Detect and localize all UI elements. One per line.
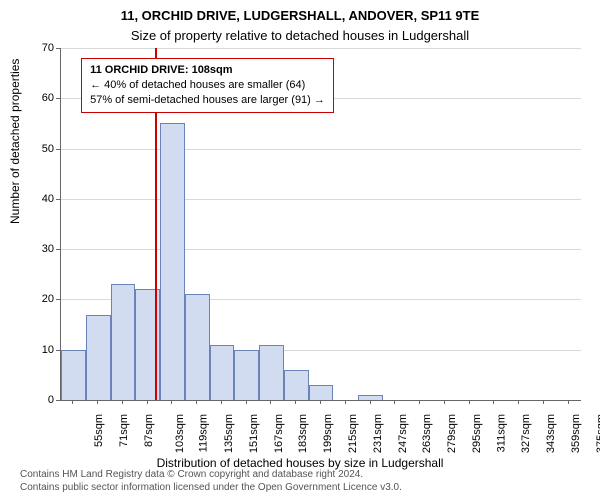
footer-line-1: Contains HM Land Registry data © Crown c…	[20, 469, 402, 482]
annotation-title: 11 ORCHID DRIVE: 108sqm	[90, 63, 325, 78]
histogram-bar	[111, 284, 136, 400]
gridline	[61, 149, 581, 150]
x-tick-mark	[394, 400, 395, 404]
x-tick-mark	[345, 400, 346, 404]
annotation-smaller: ← 40% of detached houses are smaller (64…	[90, 78, 325, 93]
x-tick-label: 247sqm	[397, 414, 409, 453]
footer-line-2: Contains public sector information licen…	[20, 482, 402, 495]
histogram-bar	[234, 350, 259, 400]
x-tick-label: 263sqm	[421, 414, 433, 453]
chart-subtitle: Size of property relative to detached ho…	[0, 28, 600, 43]
y-tick-label: 0	[14, 394, 54, 406]
x-tick-mark	[295, 400, 296, 404]
x-tick-mark	[320, 400, 321, 404]
y-tick-label: 70	[14, 42, 54, 54]
x-tick-mark	[147, 400, 148, 404]
plot-area: 11 ORCHID DRIVE: 108sqm← 40% of detached…	[60, 48, 581, 401]
histogram-bar	[284, 370, 309, 400]
x-tick-mark	[568, 400, 569, 404]
histogram-bar	[61, 350, 86, 400]
x-tick-label: 295sqm	[471, 414, 483, 453]
x-tick-label: 311sqm	[495, 414, 507, 452]
x-tick-label: 87sqm	[143, 414, 155, 447]
y-tick-mark	[56, 249, 60, 250]
x-tick-label: 215sqm	[347, 414, 359, 453]
x-tick-label: 71sqm	[118, 414, 130, 447]
footer-attribution: Contains HM Land Registry data © Crown c…	[20, 469, 402, 494]
y-tick-mark	[56, 48, 60, 49]
x-tick-mark	[270, 400, 271, 404]
x-tick-label: 231sqm	[372, 414, 384, 453]
y-tick-mark	[56, 299, 60, 300]
x-tick-mark	[419, 400, 420, 404]
y-tick-label: 10	[14, 344, 54, 356]
x-tick-label: 151sqm	[248, 414, 260, 453]
x-tick-label: 327sqm	[520, 414, 532, 453]
x-tick-label: 167sqm	[273, 414, 285, 453]
annotation-larger: 57% of semi-detached houses are larger (…	[90, 93, 325, 108]
x-tick-mark	[370, 400, 371, 404]
y-tick-label: 20	[14, 293, 54, 305]
x-tick-mark	[246, 400, 247, 404]
annotation-box: 11 ORCHID DRIVE: 108sqm← 40% of detached…	[81, 58, 334, 113]
y-tick-label: 30	[14, 243, 54, 255]
x-tick-label: 375sqm	[595, 414, 600, 453]
x-tick-label: 55sqm	[93, 414, 105, 447]
x-tick-mark	[221, 400, 222, 404]
histogram-bar	[259, 345, 284, 400]
chart-title: 11, ORCHID DRIVE, LUDGERSHALL, ANDOVER, …	[0, 8, 600, 23]
x-tick-label: 183sqm	[298, 414, 310, 453]
y-tick-mark	[56, 350, 60, 351]
x-tick-label: 199sqm	[322, 414, 334, 453]
x-tick-mark	[444, 400, 445, 404]
y-tick-mark	[56, 199, 60, 200]
histogram-bar	[185, 294, 210, 400]
x-tick-mark	[97, 400, 98, 404]
gridline	[61, 48, 581, 49]
x-tick-mark	[122, 400, 123, 404]
histogram-bar	[210, 345, 235, 400]
x-axis-label: Distribution of detached houses by size …	[0, 456, 600, 470]
histogram-bar	[309, 385, 334, 400]
x-tick-label: 343sqm	[545, 414, 557, 453]
x-tick-label: 279sqm	[446, 414, 458, 453]
gridline	[61, 249, 581, 250]
x-tick-mark	[469, 400, 470, 404]
y-tick-label: 50	[14, 143, 54, 155]
x-tick-mark	[493, 400, 494, 404]
chart-container: { "title_line1": "11, ORCHID DRIVE, LUDG…	[0, 0, 600, 500]
x-tick-label: 359sqm	[570, 414, 582, 453]
histogram-bar	[160, 123, 185, 400]
y-tick-mark	[56, 149, 60, 150]
histogram-bar	[358, 395, 383, 400]
y-tick-label: 60	[14, 92, 54, 104]
y-tick-mark	[56, 400, 60, 401]
x-tick-label: 103sqm	[174, 414, 186, 453]
histogram-bar	[86, 315, 111, 400]
y-tick-mark	[56, 98, 60, 99]
y-tick-label: 40	[14, 193, 54, 205]
x-tick-mark	[171, 400, 172, 404]
gridline	[61, 199, 581, 200]
x-tick-mark	[518, 400, 519, 404]
x-tick-mark	[72, 400, 73, 404]
x-tick-mark	[196, 400, 197, 404]
x-tick-label: 135sqm	[223, 414, 235, 453]
x-tick-mark	[543, 400, 544, 404]
x-tick-label: 119sqm	[198, 414, 210, 452]
